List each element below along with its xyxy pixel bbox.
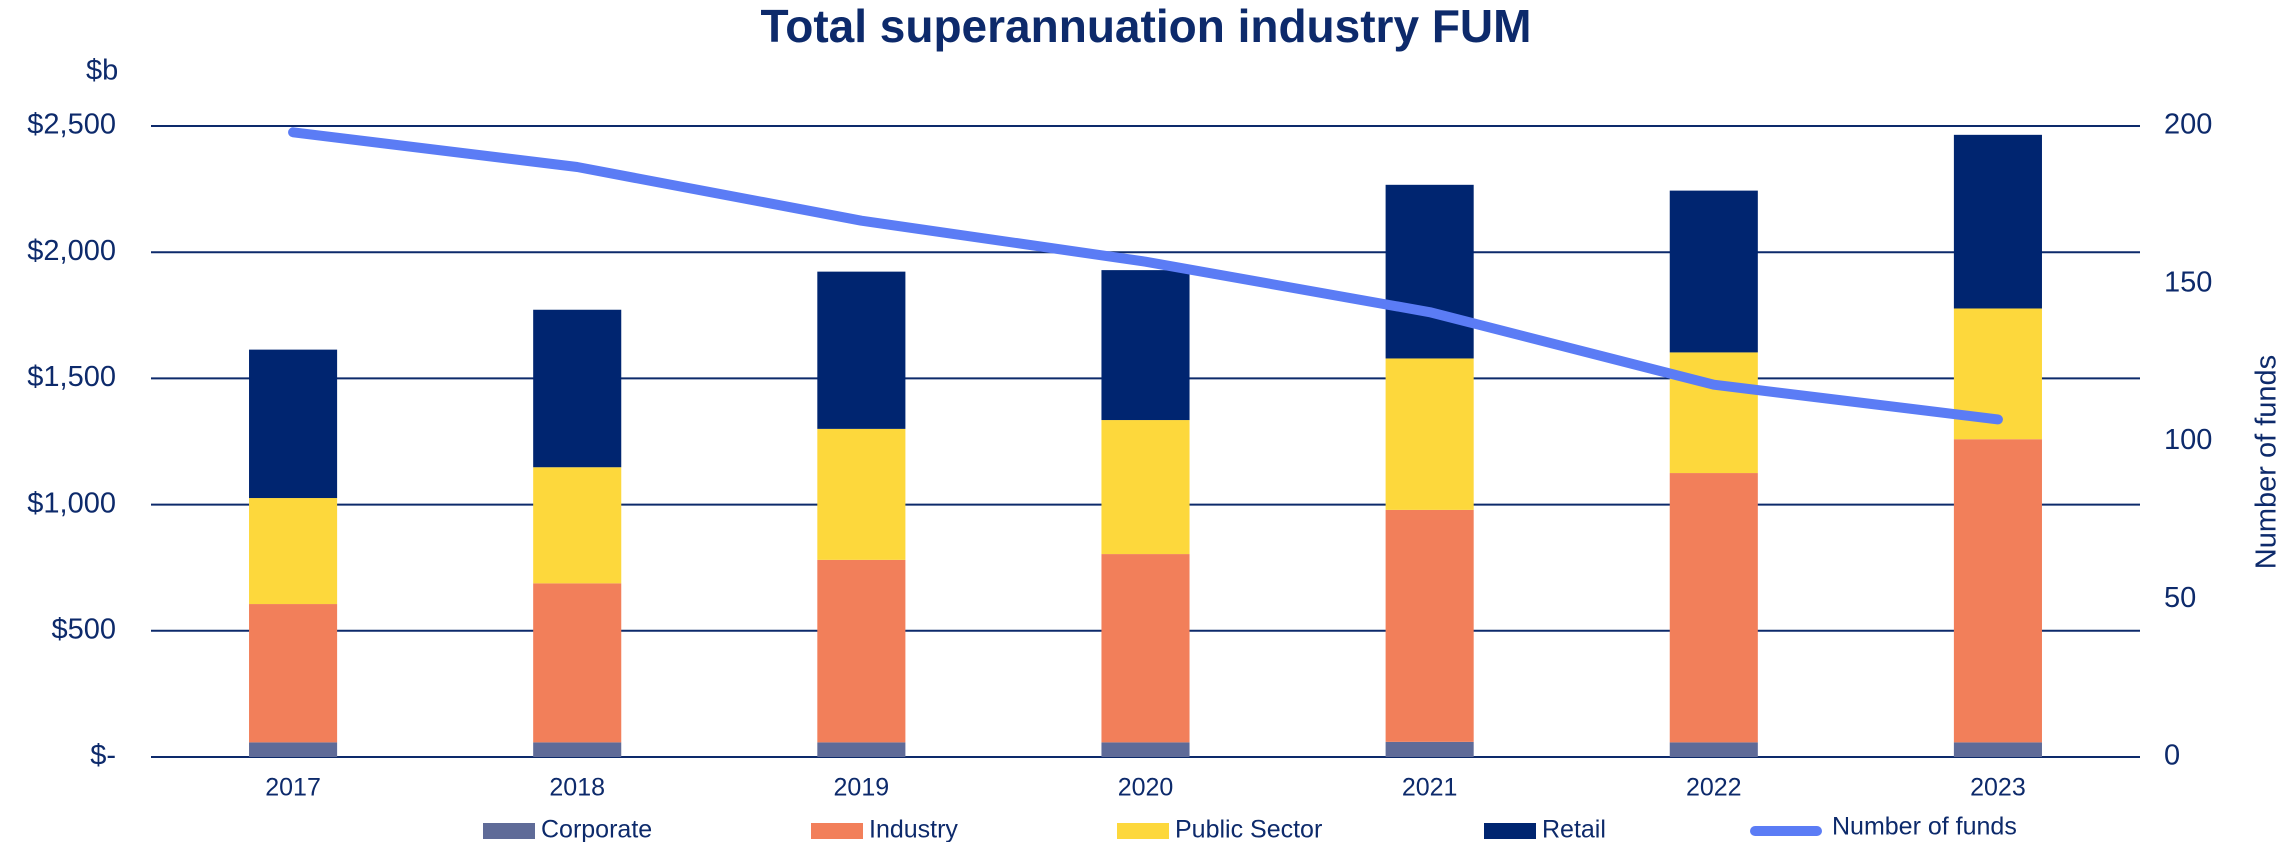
bar-segment [533,583,622,743]
bar-segment [817,559,906,743]
bar-segment [1669,190,1758,353]
legend-label: Number of funds [1832,813,2017,841]
bar-segment [1953,134,2042,309]
bar-segment [1953,439,2042,743]
y2-tick-label: 200 [2164,109,2212,141]
bar-segment [249,742,338,757]
legend-swatch [1484,823,1536,839]
legend-label: Industry [869,816,958,842]
bar-segment [817,271,906,429]
bar-segment [533,467,622,584]
x-tick-label: 2017 [265,774,321,802]
bar-segment [1101,742,1190,757]
bar-segment [249,349,338,499]
y-tick-label: $- [90,740,116,772]
x-tick-label: 2020 [1118,774,1174,802]
bar-segment [1101,270,1190,421]
y-tick-label: $2,500 [27,109,116,141]
x-tick-label: 2023 [1970,774,2026,802]
y2-tick-label: 0 [2164,740,2180,772]
legend-label: Corporate [541,816,652,842]
line-series [288,127,2003,425]
y-tick-label: $1,000 [27,487,116,519]
legend-swatch [1117,823,1169,839]
bar-segment [1101,420,1190,555]
legend-label: Public Sector [1175,816,1322,842]
y2-tick-label: 50 [2164,582,2196,614]
x-tick-label: 2018 [549,774,605,802]
bar-segment [249,604,338,743]
bar-segment [1669,352,1758,474]
y2-tick-label: 150 [2164,266,2212,298]
bar-segment [1101,554,1190,743]
chart-title: Total superannuation industry FUM [761,0,1532,52]
y2-tick-label: 100 [2164,424,2212,456]
y-tick-label: $500 [51,613,116,645]
bar-segment [249,498,338,605]
bar-segment [1385,358,1474,510]
y-unit-label: $b [86,55,118,87]
y-tick-label: $2,000 [27,235,116,267]
legend-swatch [811,823,863,839]
legend-swatch [483,823,535,839]
bar-segment [1385,741,1474,757]
bar-segment [1669,473,1758,743]
y2-axis-label: Number of funds [2251,355,2283,569]
x-tick-label: 2019 [834,774,890,802]
bar-segment [1669,742,1758,757]
legend-label: Retail [1542,816,1606,842]
bar-segment [1385,184,1474,359]
bar-segment [817,428,906,560]
y-tick-label: $1,500 [27,361,116,393]
bar-segment [533,742,622,757]
x-tick-label: 2021 [1402,774,1458,802]
bar-segment [817,742,906,757]
bar-segment [1385,509,1474,742]
bar-segment [1953,742,2042,757]
bar-segment [533,309,622,468]
x-tick-label: 2022 [1686,774,1742,802]
